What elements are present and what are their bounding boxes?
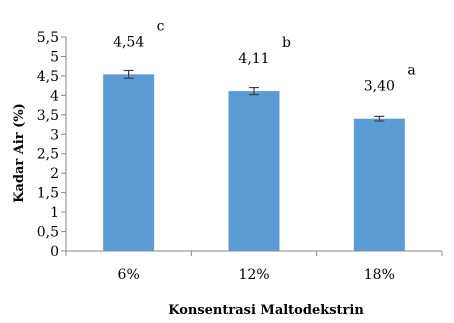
y-tick-label: 2	[50, 166, 59, 182]
data-label: 4,54	[113, 34, 144, 50]
significance-letter: a	[407, 63, 415, 79]
data-label: 3,40	[364, 79, 395, 95]
significance-letter: b	[282, 35, 291, 51]
y-tick-label: 0	[50, 244, 59, 260]
y-tick-label: 3,5	[37, 108, 59, 124]
y-tick-label: 1	[50, 205, 59, 221]
y-tick-label: 1,5	[37, 186, 59, 202]
y-axis: 0 0,5 1 1,5 2 2,5 3 3,5 4 4,5 5 5,5	[37, 30, 67, 260]
x-axis-title: Konsentrasi Maltodekstrin	[168, 303, 364, 318]
bars: 4,54 c 4,11 b 3,40 a	[103, 18, 416, 252]
x-tick-label: 12%	[238, 267, 269, 283]
bar	[103, 74, 155, 252]
y-tick-label: 2,5	[37, 147, 59, 163]
y-tick-label: 5	[50, 49, 59, 65]
bar	[228, 91, 280, 251]
y-tick-label: 0,5	[37, 225, 59, 241]
data-label: 4,11	[238, 51, 269, 67]
y-tick-label: 3	[50, 127, 59, 143]
x-tick-label: 6%	[118, 267, 140, 283]
y-axis-title: Kadar Air (%)	[12, 103, 27, 203]
y-tick-label: 4	[50, 88, 59, 104]
x-tick-label: 18%	[364, 267, 395, 283]
y-tick-label: 4,5	[37, 69, 59, 85]
y-tick-label: 5,5	[37, 30, 59, 46]
x-axis: 6% 12% 18%	[65, 250, 443, 283]
bar	[353, 118, 405, 251]
significance-letter: c	[157, 18, 165, 34]
